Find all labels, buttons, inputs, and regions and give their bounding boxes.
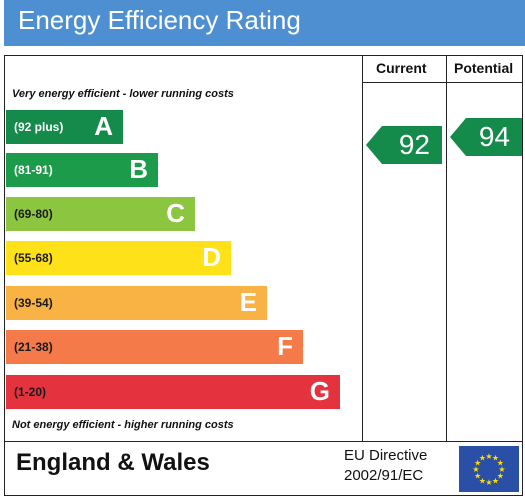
directive-label: EU Directive 2002/91/EC xyxy=(344,446,427,486)
band-letter: G xyxy=(309,376,330,406)
eu-flag-icon: ★ ★ ★ ★ ★ ★ ★ ★ ★ ★ ★ ★ xyxy=(459,446,519,492)
column-divider-potential xyxy=(446,55,447,441)
page-title: Energy Efficiency Rating xyxy=(18,5,301,35)
header-rule xyxy=(362,82,523,83)
eu-star-icon: ★ xyxy=(497,472,504,481)
column-header-potential: Potential xyxy=(454,60,514,76)
band-range-label: (69-80) xyxy=(14,207,53,221)
current-rating-arrow: 92 xyxy=(366,126,442,164)
band-letter: F xyxy=(277,331,293,361)
rating-band-a: (92 plus) A xyxy=(6,110,123,144)
band-range-label: (1-20) xyxy=(14,385,47,399)
eu-star-icon: ★ xyxy=(492,476,499,485)
potential-arrow-shape xyxy=(450,118,522,156)
band-letter: A xyxy=(94,111,113,141)
band-letter: E xyxy=(239,287,257,317)
eu-star-icon: ★ xyxy=(497,459,504,468)
current-rating-value: 92 xyxy=(398,129,430,160)
potential-rating-value: 94 xyxy=(478,121,510,152)
footer-rule xyxy=(4,441,523,442)
eu-star-icon: ★ xyxy=(474,459,481,468)
eu-star-icon: ★ xyxy=(498,465,505,474)
directive-line-1: EU Directive xyxy=(344,447,428,464)
region-label: England & Wales xyxy=(16,449,210,476)
eu-star-icon: ★ xyxy=(472,465,479,474)
current-arrow-shape xyxy=(366,126,442,164)
eu-star-icon: ★ xyxy=(474,472,481,481)
eu-star-icon: ★ xyxy=(479,476,486,485)
rating-band-c: (69-80) C xyxy=(6,197,195,231)
eu-star-icon: ★ xyxy=(485,452,492,461)
header-bar: Energy Efficiency Rating xyxy=(4,0,525,46)
eu-star-icon: ★ xyxy=(492,454,499,463)
eu-star-icon: ★ xyxy=(479,454,486,463)
band-range-label: (39-54) xyxy=(14,296,53,310)
rating-table xyxy=(4,55,523,496)
rating-band-b: (81-91) B xyxy=(6,153,158,187)
band-range-label: (21-38) xyxy=(14,340,53,354)
rating-band-e: (39-54) E xyxy=(6,286,267,320)
directive-line-2: 2002/91/EC xyxy=(344,467,424,484)
rating-band-d: (55-68) D xyxy=(6,241,231,275)
column-header-current: Current xyxy=(376,60,427,76)
potential-rating-arrow: 94 xyxy=(450,118,522,156)
band-letter: D xyxy=(202,242,221,272)
eu-stars-icon: ★ ★★★★★★★★★★★ xyxy=(472,452,505,487)
rating-band-f: (21-38) F xyxy=(6,330,303,364)
band-range-label: (81-91) xyxy=(14,163,53,177)
band-range-label: (92 plus) xyxy=(14,120,64,134)
bottom-note: Not energy efficient - higher running co… xyxy=(12,419,234,431)
eu-star-icon: ★ xyxy=(485,478,492,487)
band-letter: C xyxy=(166,198,185,228)
column-divider-current xyxy=(362,55,363,441)
rating-band-g: (1-20) G xyxy=(6,375,340,409)
band-range-label: (55-68) xyxy=(14,251,53,265)
band-letter: B xyxy=(129,154,148,184)
top-note: Very energy efficient - lower running co… xyxy=(12,88,234,100)
